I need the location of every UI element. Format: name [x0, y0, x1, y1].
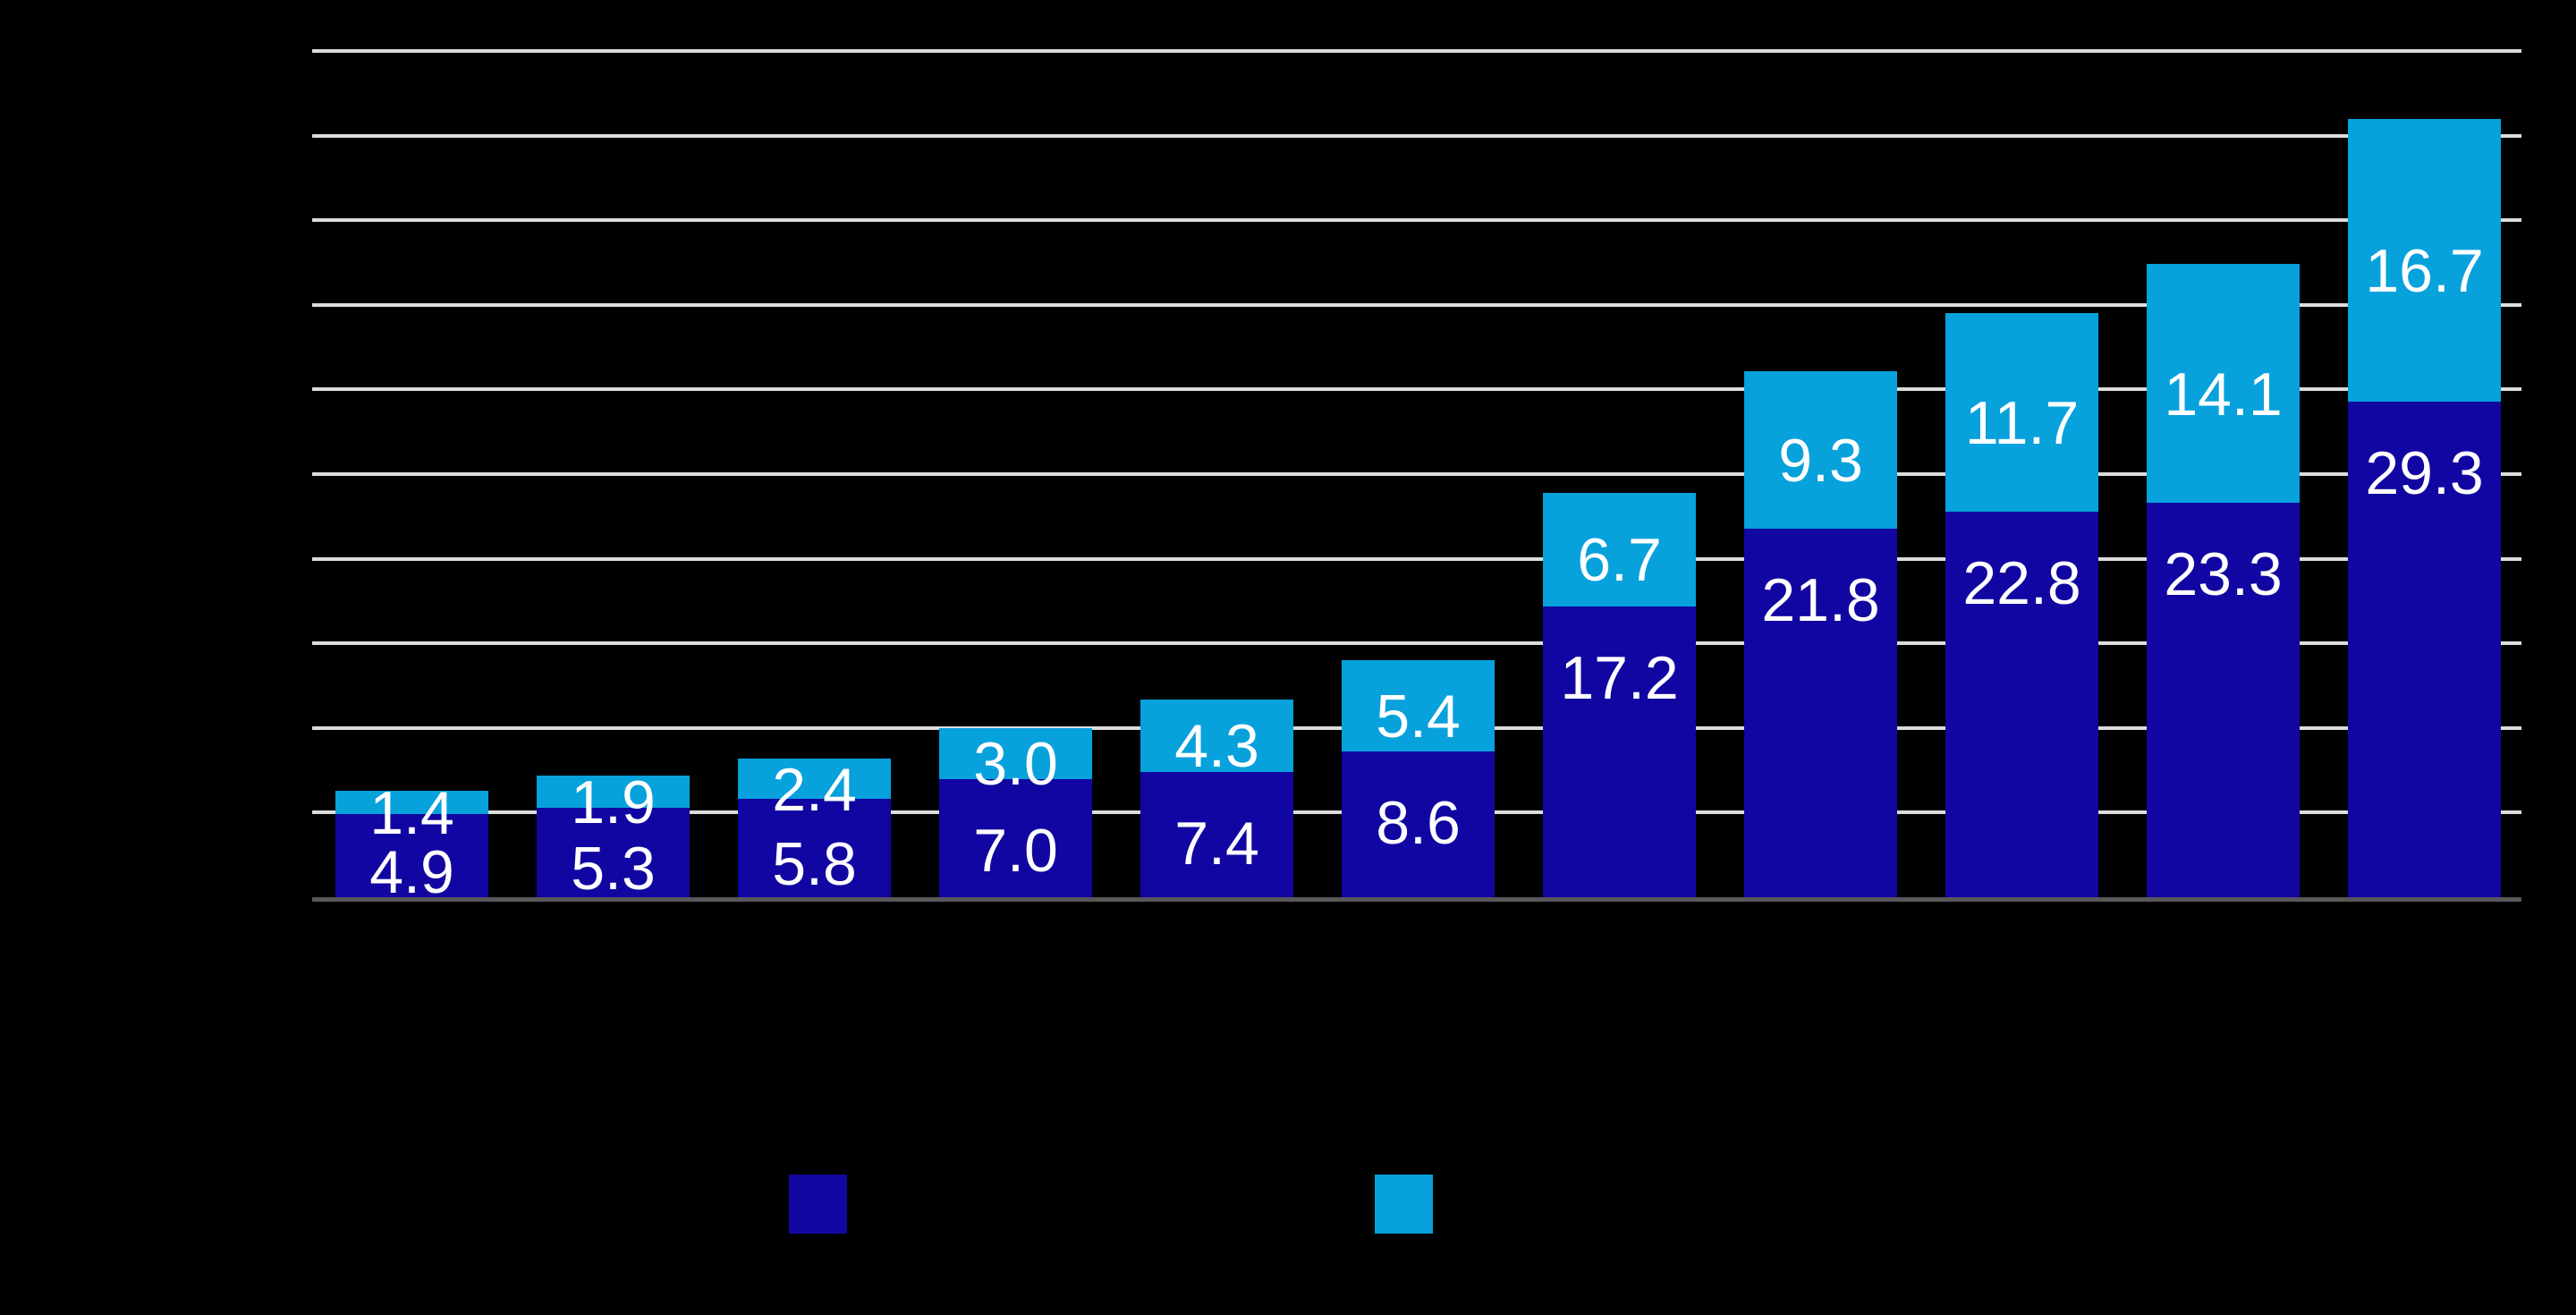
gridline-35 [312, 303, 2521, 307]
value-label-light-10: 14.1 [2164, 360, 2283, 428]
bar-segment-dark-1 [335, 814, 488, 897]
bar-segment-dark-5 [1140, 771, 1293, 897]
bar-segment-dark-3 [738, 799, 891, 897]
bar-segment-light-3 [738, 758, 891, 800]
value-label-dark-3: 5.8 [772, 830, 857, 899]
value-label-light-7: 6.7 [1577, 526, 1662, 595]
legend-swatch-dark-blue [789, 1175, 847, 1234]
bar-group-4: 3.0 7.0 [939, 727, 1092, 897]
bar-group-7: 6.7 17.2 [1543, 492, 1696, 897]
value-label-dark-8: 21.8 [1761, 565, 1880, 634]
value-label-light-11: 16.7 [2365, 236, 2484, 305]
bar-segment-light-6 [1342, 660, 1495, 752]
bar-group-10: 14.1 23.3 [2147, 264, 2300, 897]
bar-segment-light-10 [2147, 264, 2300, 504]
value-label-dark-9: 22.8 [1962, 548, 2081, 617]
value-label-dark-7: 17.2 [1560, 643, 1679, 712]
bar-segment-light-4 [939, 727, 1092, 779]
bar-group-11: 16.7 29.3 [2348, 118, 2501, 897]
value-label-light-4: 3.0 [973, 730, 1058, 799]
gridline-20 [312, 557, 2521, 561]
value-label-light-9: 11.7 [1964, 388, 2080, 457]
bar-segment-dark-9 [1945, 511, 2098, 897]
bar-segment-dark-10 [2147, 503, 2300, 897]
bar-group-6: 5.4 8.6 [1342, 660, 1495, 897]
value-label-dark-1: 4.9 [369, 837, 454, 906]
value-label-dark-6: 8.6 [1376, 789, 1461, 858]
gridline-45 [312, 134, 2521, 138]
bar-segment-light-11 [2348, 118, 2501, 402]
gridline-40 [312, 218, 2521, 222]
value-label-dark-10: 23.3 [2164, 540, 2283, 609]
value-label-light-8: 9.3 [1778, 426, 1863, 495]
bar-segment-light-2 [537, 775, 690, 808]
gridline-25 [312, 472, 2521, 476]
value-label-light-3: 2.4 [772, 755, 857, 824]
bar-group-2: 1.9 5.3 [537, 772, 690, 903]
gridline-30 [312, 387, 2521, 391]
bar-segment-light-1 [335, 790, 488, 815]
bar-group-1: 1.4 4.9 [335, 783, 488, 903]
bar-group-8: 9.3 21.8 [1744, 370, 1897, 897]
legend-swatch-light-blue [1375, 1175, 1433, 1234]
bar-segment-light-7 [1543, 492, 1696, 607]
value-label-light-5: 4.3 [1174, 712, 1259, 781]
x-axis-baseline [312, 897, 2521, 902]
bar-segment-light-8 [1744, 370, 1897, 529]
value-label-dark-4: 7.0 [973, 816, 1058, 885]
gridline-15 [312, 641, 2521, 645]
bar-segment-dark-6 [1342, 751, 1495, 897]
value-label-light-1: 1.4 [369, 779, 454, 848]
bar-group-3: 2.4 5.8 [738, 755, 891, 899]
bar-segment-light-9 [1945, 313, 2098, 512]
bar-segment-dark-2 [537, 807, 690, 897]
value-label-light-2: 1.9 [571, 768, 656, 836]
bar-segment-dark-4 [939, 778, 1092, 897]
gridline-50 [312, 49, 2521, 53]
bar-segment-dark-8 [1744, 528, 1897, 897]
bar-group-5: 4.3 7.4 [1140, 699, 1293, 897]
value-label-dark-11: 29.3 [2365, 438, 2484, 507]
value-label-dark-5: 7.4 [1174, 809, 1259, 878]
bar-segment-dark-11 [2348, 401, 2501, 897]
bar-segment-light-5 [1140, 699, 1293, 772]
bar-segment-dark-7 [1543, 606, 1696, 897]
bar-group-9: 11.7 22.8 [1945, 313, 2098, 897]
value-label-light-6: 5.4 [1376, 683, 1461, 751]
value-label-dark-2: 5.3 [571, 834, 656, 903]
